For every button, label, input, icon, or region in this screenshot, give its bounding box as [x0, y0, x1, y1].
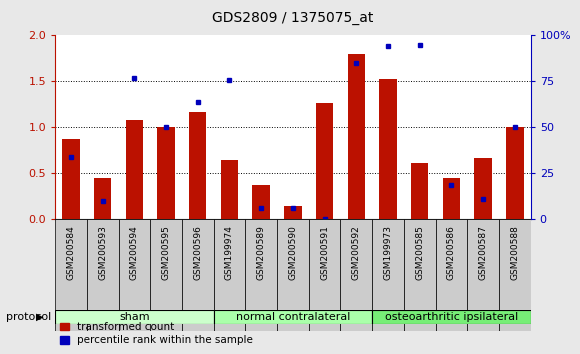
Text: ▶: ▶: [36, 312, 44, 322]
Bar: [347, 54, 365, 219]
Bar: [499, 219, 531, 331]
Text: GSM200588: GSM200588: [510, 225, 519, 280]
Bar: [213, 219, 245, 331]
Text: GSM200593: GSM200593: [98, 225, 107, 280]
Bar: [55, 310, 213, 324]
Bar: [182, 219, 213, 331]
Text: GSM200594: GSM200594: [130, 225, 139, 280]
Bar: [87, 219, 118, 331]
Bar: [309, 219, 340, 331]
Text: GSM200591: GSM200591: [320, 225, 329, 280]
Bar: [62, 139, 79, 219]
Text: GSM200592: GSM200592: [352, 225, 361, 280]
Bar: [126, 120, 143, 219]
Bar: [411, 163, 429, 219]
Bar: [245, 219, 277, 331]
Text: GSM200586: GSM200586: [447, 225, 456, 280]
Text: GSM200590: GSM200590: [288, 225, 298, 280]
Text: GSM200595: GSM200595: [162, 225, 171, 280]
Bar: [372, 310, 531, 324]
Bar: [252, 184, 270, 219]
Text: protocol: protocol: [6, 312, 51, 322]
Bar: [372, 219, 404, 331]
Bar: [379, 79, 397, 219]
Bar: [284, 206, 302, 219]
Text: GSM200596: GSM200596: [193, 225, 202, 280]
Legend: transformed count, percentile rank within the sample: transformed count, percentile rank withi…: [60, 322, 253, 345]
Bar: [221, 160, 238, 219]
Bar: [213, 310, 372, 324]
Bar: [443, 178, 460, 219]
Bar: [189, 112, 206, 219]
Bar: [340, 219, 372, 331]
Bar: [316, 103, 334, 219]
Text: GDS2809 / 1375075_at: GDS2809 / 1375075_at: [212, 11, 374, 25]
Text: GSM200587: GSM200587: [478, 225, 488, 280]
Text: GSM199974: GSM199974: [225, 225, 234, 280]
Text: GSM200585: GSM200585: [415, 225, 424, 280]
Bar: [436, 219, 467, 331]
Text: GSM200589: GSM200589: [257, 225, 266, 280]
Bar: [94, 178, 111, 219]
Bar: [157, 127, 175, 219]
Bar: [150, 219, 182, 331]
Bar: [404, 219, 436, 331]
Text: normal contralateral: normal contralateral: [235, 312, 350, 322]
Bar: [118, 219, 150, 331]
Text: GSM199973: GSM199973: [383, 225, 393, 280]
Text: sham: sham: [119, 312, 150, 322]
Bar: [467, 219, 499, 331]
Text: osteoarthritic ipsilateral: osteoarthritic ipsilateral: [385, 312, 518, 322]
Bar: [506, 127, 524, 219]
Bar: [55, 219, 87, 331]
Text: GSM200584: GSM200584: [67, 225, 75, 280]
Bar: [474, 158, 492, 219]
Bar: [277, 219, 309, 331]
